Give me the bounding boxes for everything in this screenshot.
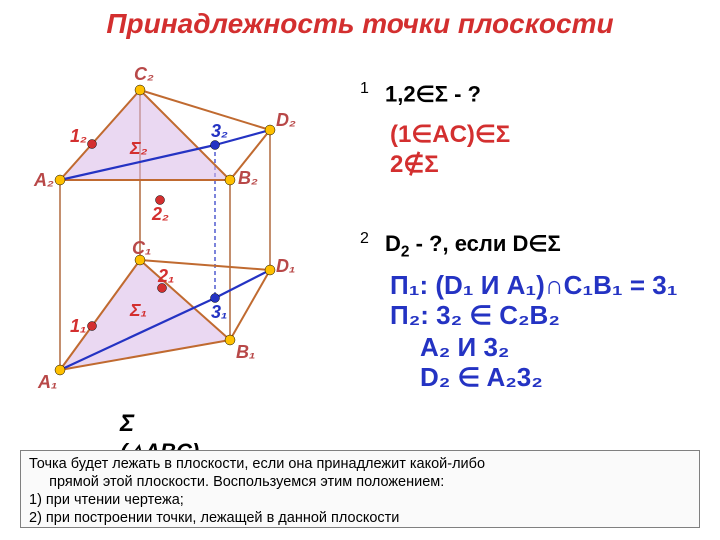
footer-l2: 1) при чтении чертежа;	[29, 492, 184, 508]
page-title: Принадлежность точки плоскости	[0, 8, 720, 40]
svg-text:A₁: A₁	[37, 372, 57, 392]
problem-1-line-3: 2∉Σ	[390, 150, 439, 179]
problem-1-number: 1	[360, 80, 369, 97]
p2-q-pre: D	[385, 231, 401, 256]
problem-1-line-2: (1∈AC)∈Σ	[390, 120, 510, 149]
problem-1-question: 1 1,2∈Σ - ?	[360, 80, 700, 107]
problem-2-line-2: П₂: 3₂ ∈ C₂B₂	[390, 300, 560, 331]
svg-text:1₁: 1₁	[70, 316, 86, 336]
svg-text:D₂: D₂	[276, 110, 296, 130]
svg-text:Σ₁: Σ₁	[129, 300, 147, 320]
svg-text:C₂: C₂	[134, 64, 154, 84]
svg-text:2₁: 2₁	[157, 266, 174, 286]
svg-text:B₁: B₁	[236, 342, 255, 362]
problem-2-line-4: D₂ ∈ A₂3₂	[420, 362, 543, 393]
problem-1-l3-text: 2∉Σ	[390, 151, 439, 178]
problem-2-line-1: П₁: (D₁ И A₁)∩C₁B₁ = 3₁	[390, 270, 678, 301]
footer-l1b: прямой этой плоскости. Воспользуемся эти…	[29, 474, 444, 490]
svg-text:D₁: D₁	[276, 256, 295, 276]
p2-q-suf: - ?, если D∈Σ	[409, 231, 560, 256]
svg-text:2₂: 2₂	[151, 204, 169, 224]
svg-text:1₂: 1₂	[70, 126, 87, 146]
footer-l3: 2) при построении точки, лежащей в данно…	[29, 510, 399, 526]
svg-text:Σ₂: Σ₂	[129, 138, 148, 158]
problem-2-question: 2 D2 - ?, если D∈Σ	[360, 230, 700, 262]
problem-2-line-3: A₂ И 3₂	[420, 332, 509, 363]
problem-2-number: 2	[360, 230, 369, 247]
footer-l1: Точка будет лежать в плоскости, если она…	[29, 456, 485, 472]
svg-text:B₂: B₂	[238, 168, 258, 188]
footer-note: Точка будет лежать в плоскости, если она…	[20, 450, 700, 528]
projection-diagram: A₂B₂C₂D₂1₂2₂Σ₂3₂A₁B₁C₁D₁1₁2₁Σ₁3₁	[40, 60, 320, 420]
svg-text:A₂: A₂	[33, 170, 54, 190]
svg-text:3₁: 3₁	[211, 302, 227, 322]
problem-1-q: 1,2∈Σ - ?	[385, 81, 481, 106]
svg-text:C₁: C₁	[132, 238, 151, 258]
svg-text:3₂: 3₂	[211, 121, 228, 141]
sigma-sym: Σ	[120, 410, 134, 437]
